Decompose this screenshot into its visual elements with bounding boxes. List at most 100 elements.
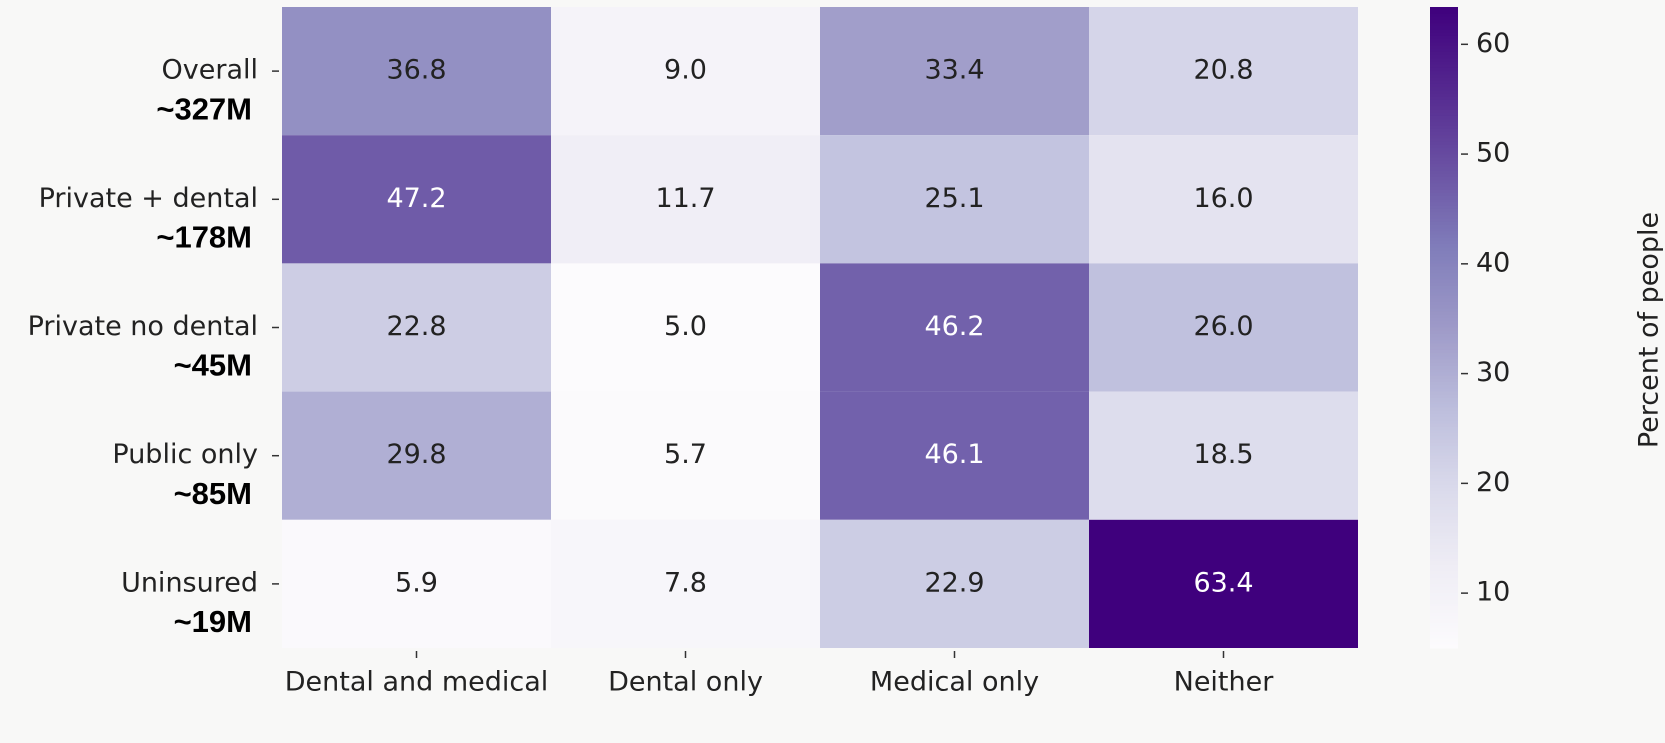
colorbar-segment <box>1430 490 1458 495</box>
colorbar-segment <box>1430 74 1458 79</box>
cell-label: 9.0 <box>664 55 707 86</box>
colorbar-segment <box>1430 330 1458 335</box>
colorbar-segment <box>1430 356 1458 361</box>
colorbar-segment <box>1430 48 1458 53</box>
colorbar-segment <box>1430 442 1458 447</box>
cell-label: 22.9 <box>924 567 984 598</box>
colorbar-segment <box>1430 224 1458 229</box>
colorbar-segment <box>1430 208 1458 213</box>
colorbar-segment <box>1430 404 1458 409</box>
cell-label: 33.4 <box>924 55 984 86</box>
colorbar-segment <box>1430 141 1458 146</box>
colorbar-segment <box>1430 417 1458 422</box>
heatmap-cell <box>551 7 820 136</box>
colorbar-segment <box>1430 635 1458 639</box>
colorbar-segment <box>1430 26 1458 31</box>
colorbar-segment <box>1430 305 1458 309</box>
colorbar-segment <box>1430 276 1458 281</box>
heatmap-cell <box>820 519 1089 648</box>
colorbar-segment <box>1430 192 1458 197</box>
colorbar-segment <box>1430 96 1458 101</box>
colorbar-segment <box>1430 93 1458 98</box>
colorbar-segment <box>1430 324 1458 329</box>
colorbar-segment <box>1430 539 1458 543</box>
colorbar-segment <box>1430 497 1458 502</box>
colorbar-segment <box>1430 327 1458 332</box>
colorbar-segment <box>1430 61 1458 66</box>
colorbar-segment <box>1430 311 1458 316</box>
colorbar-segment <box>1430 577 1458 582</box>
colorbar-segment <box>1430 487 1458 492</box>
cell-label: 25.1 <box>924 183 984 214</box>
colorbar-segment <box>1430 478 1458 482</box>
colorbar-segment <box>1430 631 1458 636</box>
colorbar-segment <box>1430 391 1458 396</box>
colorbar-segment <box>1430 240 1458 245</box>
colorbar-segment <box>1430 619 1458 623</box>
colorbar-segment <box>1430 638 1458 643</box>
colorbar-segment <box>1430 131 1458 136</box>
colorbar-segment <box>1430 289 1458 293</box>
colorbar-segment <box>1430 385 1458 389</box>
colorbar-segment <box>1430 369 1458 373</box>
colorbar-segment <box>1430 67 1458 72</box>
colorbar-tick-label: 30 <box>1476 357 1510 388</box>
cell-label: 20.8 <box>1193 55 1253 86</box>
colorbar-segment <box>1430 532 1458 537</box>
colorbar-segment <box>1430 590 1458 595</box>
heatmap-cell <box>1089 7 1358 136</box>
y-tick-label: Private no dental <box>28 311 258 342</box>
colorbar-segment <box>1430 548 1458 553</box>
heatmap-cell <box>282 391 551 520</box>
colorbar-segment <box>1430 32 1458 37</box>
colorbar-segment <box>1430 176 1458 181</box>
colorbar-segment <box>1430 10 1458 15</box>
colorbar-segment <box>1430 164 1458 168</box>
colorbar-segment <box>1430 599 1458 604</box>
colorbar-segment <box>1430 35 1458 40</box>
y-sublabel: ~19M <box>174 604 252 639</box>
colorbar-segment <box>1430 244 1458 248</box>
colorbar-segment <box>1430 83 1458 88</box>
colorbar-segment <box>1430 343 1458 348</box>
colorbar-segment <box>1430 292 1458 297</box>
colorbar-segment <box>1430 362 1458 367</box>
x-tick-label: Medical only <box>870 667 1039 698</box>
colorbar-segment <box>1430 29 1458 34</box>
colorbar-segment <box>1430 112 1458 117</box>
colorbar-segment <box>1430 398 1458 402</box>
colorbar-tick-label: 20 <box>1476 467 1510 498</box>
colorbar-segment <box>1430 500 1458 505</box>
colorbar-segment <box>1430 516 1458 521</box>
colorbar-segment <box>1430 433 1458 438</box>
colorbar-segment <box>1430 407 1458 412</box>
colorbar-segment <box>1430 109 1458 114</box>
colorbar-segment <box>1430 519 1458 524</box>
cell-label: 5.9 <box>395 567 438 598</box>
colorbar-segment <box>1430 7 1458 11</box>
colorbar-segment <box>1430 468 1458 473</box>
colorbar-segment <box>1430 394 1458 399</box>
colorbar-segment <box>1430 564 1458 569</box>
cell-label: 18.5 <box>1193 439 1253 470</box>
colorbar-segment <box>1430 353 1458 357</box>
colorbar-segment <box>1430 410 1458 415</box>
colorbar-segment <box>1430 529 1458 534</box>
cell-label: 47.2 <box>386 183 446 214</box>
heatmap-cell <box>282 263 551 392</box>
colorbar-tick-label: 10 <box>1476 577 1510 608</box>
colorbar-segment <box>1430 250 1458 255</box>
heatmap-cell <box>820 391 1089 520</box>
colorbar-segment <box>1430 372 1458 377</box>
colorbar-segment <box>1430 375 1458 380</box>
colorbar-segment <box>1430 157 1458 162</box>
colorbar-segment <box>1430 513 1458 518</box>
colorbar-segment <box>1430 39 1458 43</box>
colorbar-segment <box>1430 55 1458 59</box>
colorbar-segment <box>1430 266 1458 271</box>
colorbar-segment <box>1430 13 1458 18</box>
colorbar-segment <box>1430 494 1458 498</box>
y-tick-label: Uninsured <box>121 567 258 598</box>
x-tick-label: Dental and medical <box>285 667 549 698</box>
